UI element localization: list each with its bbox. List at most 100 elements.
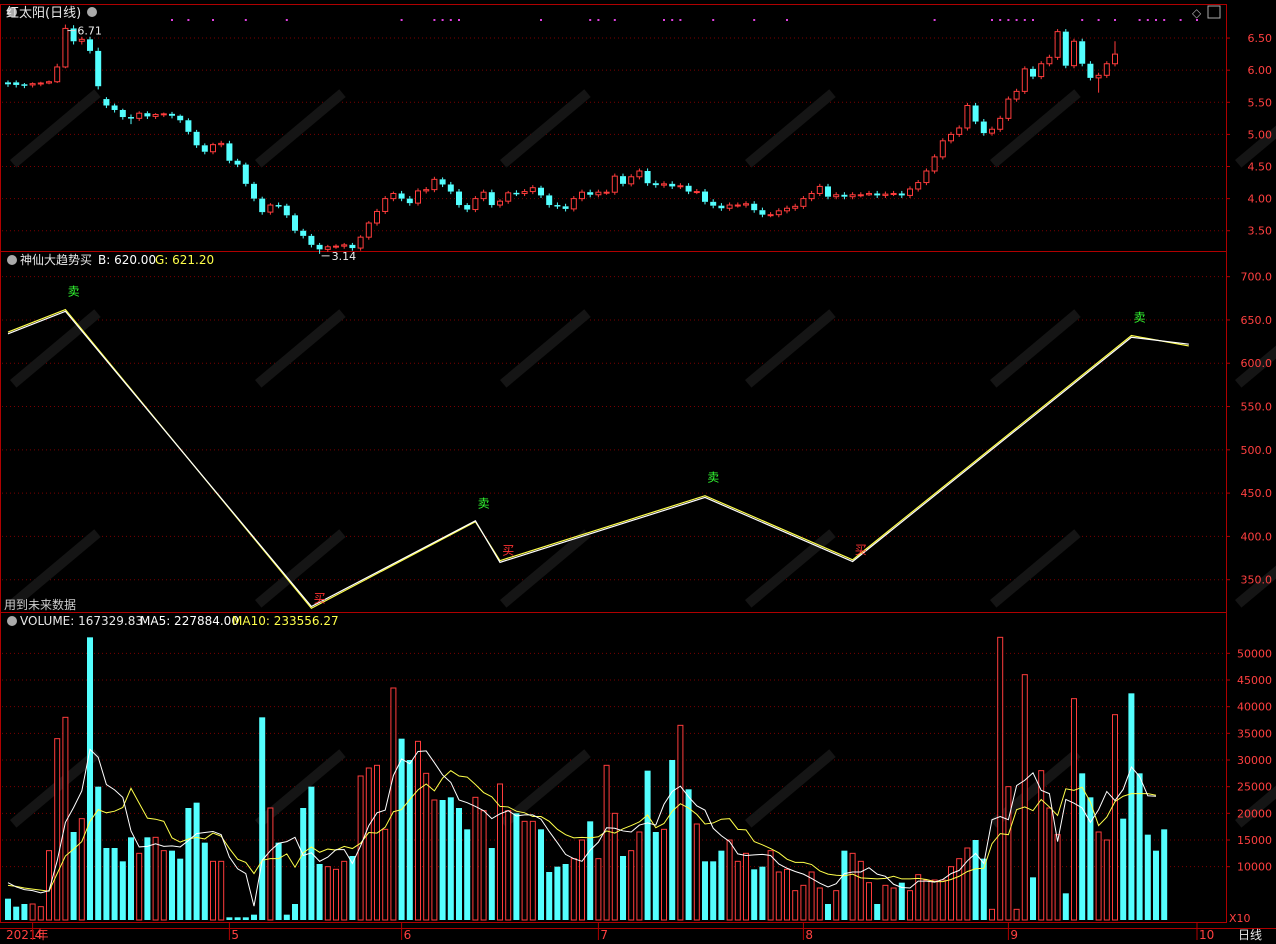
indicator-menu-icon[interactable] (7, 255, 17, 265)
volume-bar-up (521, 820, 528, 921)
x-tick-label: 10 (1199, 928, 1214, 942)
signal-dot (458, 19, 460, 21)
x-tick-label: 6 (404, 928, 412, 942)
candle-body-up (611, 175, 618, 193)
candle-body-up (480, 191, 487, 200)
signal-dot (589, 19, 592, 21)
volume-bar-up (415, 740, 421, 921)
watermark-mark (499, 89, 591, 168)
volume-bar-up (997, 636, 1004, 921)
volume-bar-up (964, 847, 971, 921)
signal-dot (433, 19, 436, 21)
dropdown-icon[interactable] (87, 7, 97, 17)
candle-body-down (111, 105, 118, 110)
watermark-mark (989, 529, 1081, 608)
volume-bar-up (939, 879, 946, 921)
watermark-mark (745, 89, 836, 168)
volume-bar-up (54, 738, 61, 921)
indicator-tick-label: 700.0 (1241, 271, 1273, 284)
volume-bar-down (1087, 797, 1094, 920)
signal-dot (1146, 19, 1149, 21)
high-price-label: 6.71 (77, 25, 102, 38)
diamond-icon[interactable]: ◇ (1192, 6, 1202, 20)
candle-body-down (1079, 41, 1086, 64)
volume-bar-down (144, 837, 151, 920)
candle-body-up (767, 214, 774, 217)
collapse-icon[interactable] (7, 7, 17, 17)
candle-body-up (505, 192, 512, 202)
volume-bar-down (169, 850, 175, 920)
volume-bar-down (980, 858, 987, 920)
volume-bar-down (439, 800, 446, 920)
candle-body-down (587, 192, 594, 195)
volume-bar-up (661, 828, 667, 921)
candle-body-up (579, 191, 585, 200)
candle-body-down (283, 205, 290, 216)
volume-bar-up (529, 820, 536, 921)
volume-bar-down (193, 802, 200, 920)
volume-bar-down (406, 760, 413, 920)
signal-dot (187, 19, 190, 21)
signal-dot (712, 19, 715, 21)
volume-bar-down (464, 829, 471, 920)
volume-bar-up (333, 868, 339, 921)
volume-bar-up (365, 767, 372, 921)
candle-body-up (734, 204, 741, 207)
price-tick-label: 3.50 (1248, 225, 1273, 238)
volume-bar-up (1112, 714, 1118, 921)
volume-bar-down (751, 869, 758, 920)
candle-body-up (218, 142, 225, 146)
sell-signal: 卖 (478, 497, 490, 511)
candle-body-up (792, 205, 799, 209)
volume-bar-down (87, 637, 93, 920)
volume-bar-down (1079, 773, 1086, 920)
volume-tick-label: 20000 (1237, 807, 1272, 820)
candle-body-down (718, 205, 725, 209)
candle-body-down (825, 186, 831, 197)
candle-body-down (456, 191, 462, 206)
volume-tick-label: 10000 (1237, 861, 1272, 874)
candle-body-up (849, 194, 856, 198)
candle-body-down (1030, 68, 1036, 77)
window-toggle-icon[interactable] (1207, 5, 1221, 19)
price-tick-label: 4.00 (1248, 193, 1273, 206)
volume-bar-up (29, 903, 36, 921)
candle-body-up (595, 191, 602, 196)
candle-body-up (136, 112, 143, 119)
price-tick-label: 4.50 (1248, 161, 1273, 174)
volume-bar-up (1046, 807, 1053, 921)
price-tick-label: 5.50 (1248, 96, 1273, 109)
candle-body-up (521, 191, 528, 194)
signal-dot (999, 19, 1002, 21)
watermark-mark (989, 309, 1081, 388)
signal-dot (663, 19, 665, 21)
signal-dot (540, 19, 542, 21)
candle-body-down (177, 115, 184, 121)
axes: 6.50 6.00 5.50 5.00 4.50 4.00 3.50 700.0 650.0 60… (6, 32, 1272, 942)
volume-bar-down (1062, 893, 1069, 920)
volume-bar-up (497, 783, 503, 921)
volume-bar-down (111, 848, 118, 920)
candle-body-up (866, 192, 872, 196)
volume-tick-label: 45000 (1237, 674, 1272, 687)
candle-body-up (784, 207, 790, 212)
signal-dot (1007, 19, 1010, 21)
buy-signal: 买 (855, 543, 867, 557)
volume-bar-up (816, 887, 823, 921)
candle-body-down (144, 113, 151, 117)
x-tick-label: 5 (231, 928, 239, 942)
volume-bar-up (341, 860, 348, 921)
volume-bar-up (989, 908, 995, 921)
candle-body-up (661, 183, 667, 186)
signal-dot (671, 19, 674, 21)
volume-tick-label: 50000 (1237, 647, 1272, 660)
volume-bar-down (1153, 850, 1159, 920)
volume-menu-icon[interactable] (7, 616, 17, 626)
signal-dot (933, 19, 936, 21)
candle-body-down (538, 187, 544, 196)
period-label[interactable]: 日线 (1238, 928, 1262, 942)
watermark-mark (500, 309, 591, 388)
candle-body-down (759, 210, 766, 215)
candle-body-up (341, 244, 348, 247)
buy-signal: 买 (314, 591, 326, 605)
